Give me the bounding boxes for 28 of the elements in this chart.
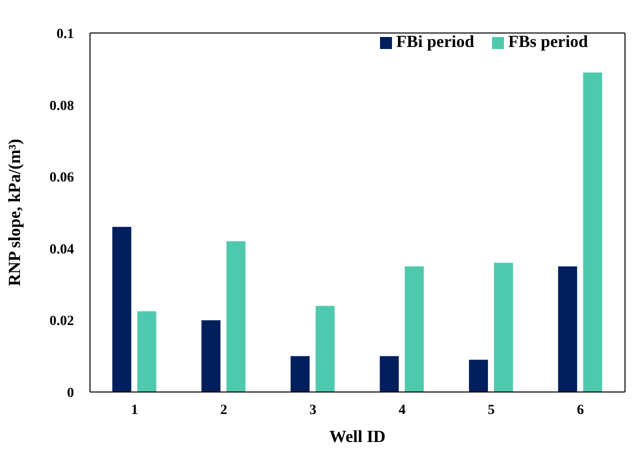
x-tick-label: 1	[131, 402, 138, 418]
legend-label: FBi period	[396, 32, 474, 51]
x-tick-label: 3	[309, 402, 316, 418]
bar	[290, 356, 310, 392]
bar	[494, 262, 513, 392]
bar	[137, 311, 156, 392]
x-axis-title: Well ID	[329, 427, 386, 446]
bar	[112, 226, 132, 392]
bar	[468, 360, 488, 392]
x-tick-label: 4	[398, 402, 406, 418]
x-tick-label: 5	[488, 402, 495, 418]
y-tick-label: 0.02	[50, 314, 74, 330]
bar	[583, 72, 602, 392]
y-tick-label: 0.08	[50, 98, 74, 114]
y-axis-title: RNP slope, kPa/(m³)	[5, 138, 24, 286]
legend-label: FBs period	[508, 32, 588, 51]
y-tick-label: 0.04	[50, 242, 74, 258]
x-tick-label: 6	[576, 402, 584, 418]
bar	[404, 266, 424, 392]
x-tick-label: 2	[220, 402, 228, 418]
bar	[201, 320, 220, 392]
bar	[316, 306, 335, 392]
bar	[558, 266, 578, 392]
y-tick-label: 0.1	[56, 26, 74, 42]
y-tick-label: 0.06	[50, 170, 74, 186]
y-tick-label: 0	[67, 386, 74, 401]
bar	[226, 241, 246, 392]
bar	[380, 356, 399, 392]
